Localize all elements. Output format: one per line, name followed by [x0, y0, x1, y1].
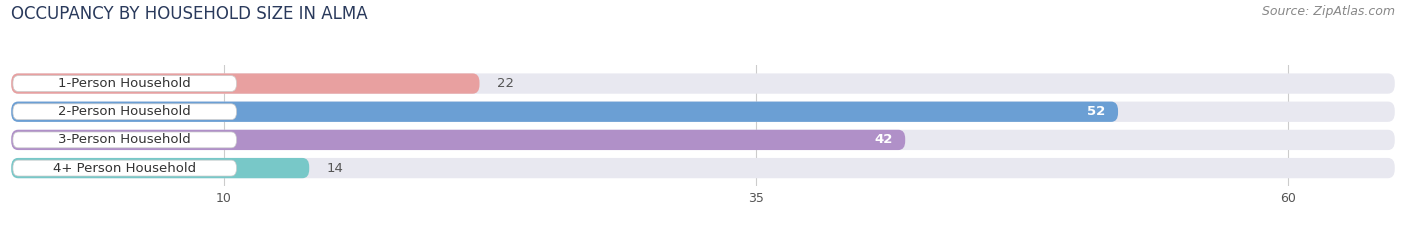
FancyBboxPatch shape: [11, 73, 479, 94]
Text: 4+ Person Household: 4+ Person Household: [53, 161, 197, 175]
FancyBboxPatch shape: [11, 130, 905, 150]
FancyBboxPatch shape: [13, 132, 236, 148]
Text: 22: 22: [496, 77, 513, 90]
FancyBboxPatch shape: [11, 102, 1395, 122]
FancyBboxPatch shape: [11, 130, 1395, 150]
FancyBboxPatch shape: [11, 158, 309, 178]
FancyBboxPatch shape: [13, 160, 236, 176]
Text: Source: ZipAtlas.com: Source: ZipAtlas.com: [1261, 5, 1395, 18]
FancyBboxPatch shape: [11, 158, 1395, 178]
Text: 52: 52: [1087, 105, 1105, 118]
Text: 42: 42: [875, 134, 893, 146]
Text: OCCUPANCY BY HOUSEHOLD SIZE IN ALMA: OCCUPANCY BY HOUSEHOLD SIZE IN ALMA: [11, 5, 368, 23]
FancyBboxPatch shape: [13, 104, 236, 120]
FancyBboxPatch shape: [13, 76, 236, 92]
Text: 1-Person Household: 1-Person Household: [58, 77, 191, 90]
Text: 3-Person Household: 3-Person Household: [58, 134, 191, 146]
FancyBboxPatch shape: [11, 73, 1395, 94]
FancyBboxPatch shape: [11, 102, 1118, 122]
Text: 2-Person Household: 2-Person Household: [58, 105, 191, 118]
Text: 14: 14: [326, 161, 343, 175]
